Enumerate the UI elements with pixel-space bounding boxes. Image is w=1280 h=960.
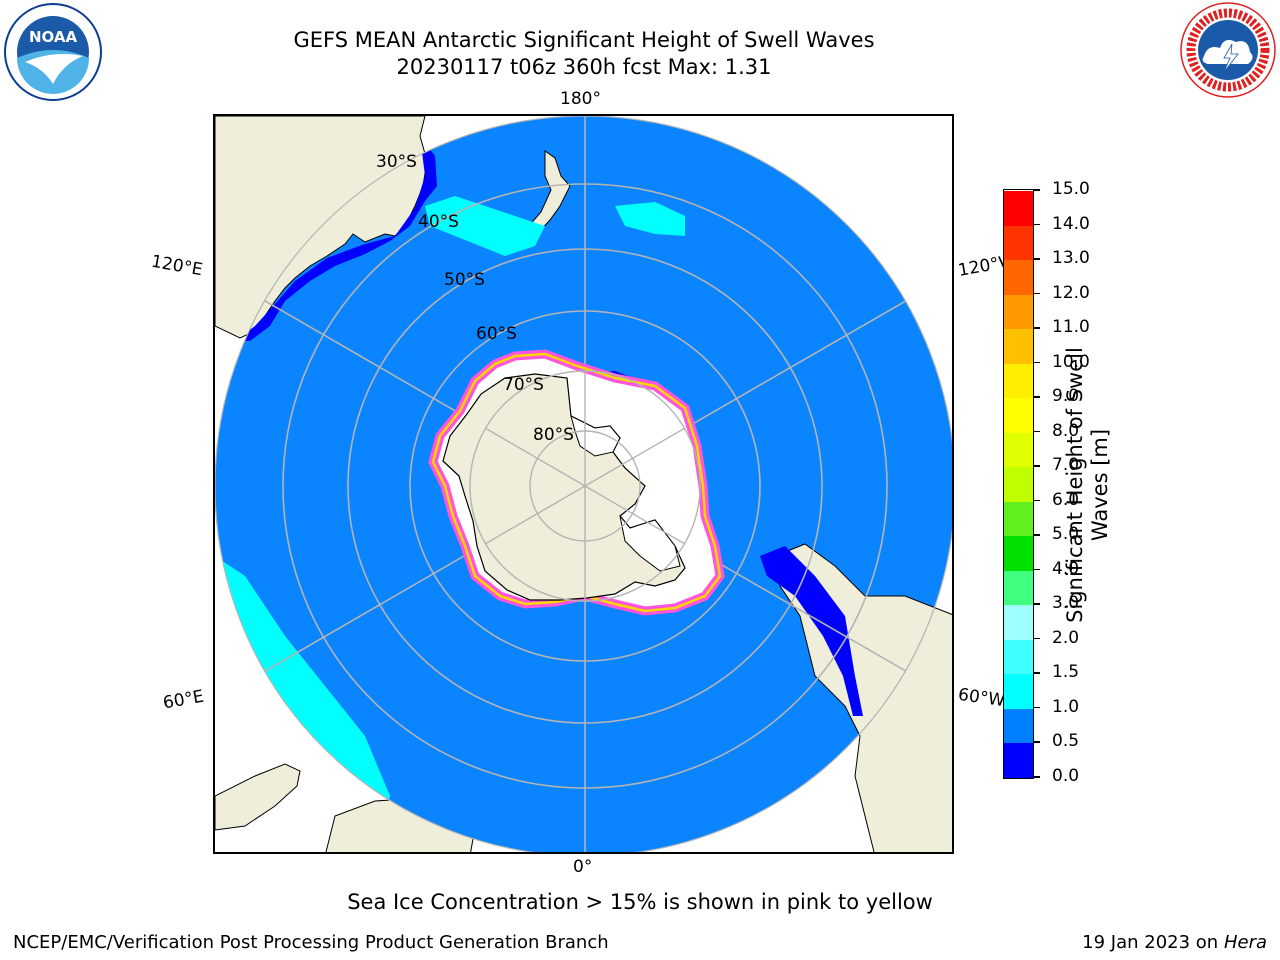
colorbar-bin xyxy=(1004,225,1033,261)
noaa-logo: NOAA xyxy=(4,3,102,101)
colorbar-label-line1: Significant Height of Swell xyxy=(1063,347,1087,623)
colorbar-bin xyxy=(1004,708,1033,744)
colorbar-bin xyxy=(1004,363,1033,399)
lon-label-60e: 60°E xyxy=(161,686,206,714)
weddell-ice-shelf xyxy=(619,515,681,572)
colorbar-label: Significant Height of Swell Waves [m] xyxy=(1063,325,1113,645)
lon-label-0: 0° xyxy=(573,857,593,877)
colorbar-tick-mark xyxy=(1034,637,1040,640)
colorbar-tick-mark xyxy=(1034,189,1040,191)
colorbar-tick-label: 5.0 xyxy=(1052,524,1080,545)
madagascar-landmass xyxy=(215,763,301,831)
cyan-swell-pacific xyxy=(615,202,685,236)
cyan-swell-tasman xyxy=(425,196,545,256)
colorbar-tick-mark xyxy=(1034,534,1040,536)
colorbar-tick-label: 4.0 xyxy=(1052,558,1080,579)
colorbar-tick-mark xyxy=(1034,499,1040,502)
colorbar-tick-label: 10.0 xyxy=(1052,351,1090,372)
colorbar-bin xyxy=(1004,673,1033,709)
lat-label-50s: 50°S xyxy=(444,270,485,290)
forecast-subtitle: 20230117 t06z 360h fcst Max: 1.31 xyxy=(396,55,772,79)
colorbar-bin xyxy=(1004,604,1033,640)
sea-ice-edge-yellow xyxy=(431,352,722,613)
colorbar-tick-label: 13.0 xyxy=(1052,248,1090,269)
colorbar-tick-label: 0.5 xyxy=(1052,731,1080,752)
colorbar-bin xyxy=(1004,570,1033,606)
colorbar-tick-label: 1.5 xyxy=(1052,662,1080,683)
lon-label-120e: 120°E xyxy=(149,251,205,281)
colorbar-tick-mark xyxy=(1034,258,1040,260)
colorbar-bin xyxy=(1004,294,1033,330)
lat-label-80s: 80°S xyxy=(533,425,574,445)
lat-label-30s: 30°S xyxy=(376,152,417,172)
page-title: GEFS MEAN Antarctic Significant Height o… xyxy=(293,28,875,52)
noaa-logo-text: NOAA xyxy=(29,28,78,46)
colorbar-tick-mark xyxy=(1034,706,1040,709)
colorbar-tick-mark xyxy=(1034,465,1040,467)
colorbar-tick-mark xyxy=(1034,361,1040,364)
graticule-overlay xyxy=(469,370,701,602)
colorbar-bin xyxy=(1004,190,1033,226)
lon-label-180: 180° xyxy=(560,89,601,109)
colorbar-tick-label: 11.0 xyxy=(1052,317,1090,338)
colorbar xyxy=(1003,189,1034,779)
colorbar-bin xyxy=(1004,501,1033,537)
colorbar-bin xyxy=(1004,397,1033,433)
colorbar-tick-mark xyxy=(1034,430,1040,433)
producer-credit: NCEP/EMC/Verification Post Processing Pr… xyxy=(13,932,609,953)
colorbar-tick-mark xyxy=(1034,672,1040,674)
colorbar-tick-mark xyxy=(1034,603,1040,605)
colorbar-tick-label: 14.0 xyxy=(1052,213,1090,234)
colorbar-bin xyxy=(1004,466,1033,502)
colorbar-tick-mark xyxy=(1034,568,1040,571)
colorbar-tick-label: 9.0 xyxy=(1052,386,1080,407)
colorbar-bin xyxy=(1004,639,1033,675)
cyan-swell-indian xyxy=(215,556,390,816)
polar-stereographic-map xyxy=(215,116,952,852)
lat-label-60s: 60°S xyxy=(476,324,517,344)
colorbar-bin xyxy=(1004,328,1033,364)
colorbar-tick-label: 3.0 xyxy=(1052,593,1080,614)
colorbar-tick-mark xyxy=(1034,741,1040,743)
colorbar-tick-mark xyxy=(1034,776,1040,778)
colorbar-tick-label: 2.0 xyxy=(1052,627,1080,648)
colorbar-tick-label: 0.0 xyxy=(1052,766,1080,786)
colorbar-tick-mark xyxy=(1034,396,1040,398)
colorbar-tick-label: 12.0 xyxy=(1052,282,1090,303)
low-swell-south-america xyxy=(760,546,863,716)
colorbar-bin xyxy=(1004,742,1033,778)
colorbar-tick-label: 7.0 xyxy=(1052,455,1080,476)
lon-label-60w: 60°W xyxy=(956,684,1007,712)
polar-map-frame xyxy=(213,114,954,854)
colorbar-tick-mark xyxy=(1034,292,1040,295)
colorbar-tick-label: 15.0 xyxy=(1052,179,1090,199)
host-name: Hera xyxy=(1223,932,1267,953)
colorbar-tick-label: 6.0 xyxy=(1052,489,1080,510)
colorbar-tick-mark xyxy=(1034,223,1040,226)
generation-date: 19 Jan 2023 on Hera xyxy=(1082,932,1267,953)
ross-ice-shelf xyxy=(570,415,621,457)
national-weather-service-logo xyxy=(1180,2,1276,98)
colorbar-tick-mark xyxy=(1034,327,1040,329)
colorbar-label-line2: Waves [m] xyxy=(1088,428,1112,542)
colorbar-bin xyxy=(1004,535,1033,571)
colorbar-tick-label: 1.0 xyxy=(1052,696,1080,717)
sea-ice-caption: Sea Ice Concentration > 15% is shown in … xyxy=(347,890,933,914)
colorbar-tick-label: 8.0 xyxy=(1052,420,1080,441)
lat-label-70s: 70°S xyxy=(503,375,544,395)
lat-label-40s: 40°S xyxy=(418,212,459,232)
colorbar-bin xyxy=(1004,259,1033,295)
colorbar-bin xyxy=(1004,432,1033,468)
date-text: 19 Jan 2023 on xyxy=(1082,932,1219,953)
